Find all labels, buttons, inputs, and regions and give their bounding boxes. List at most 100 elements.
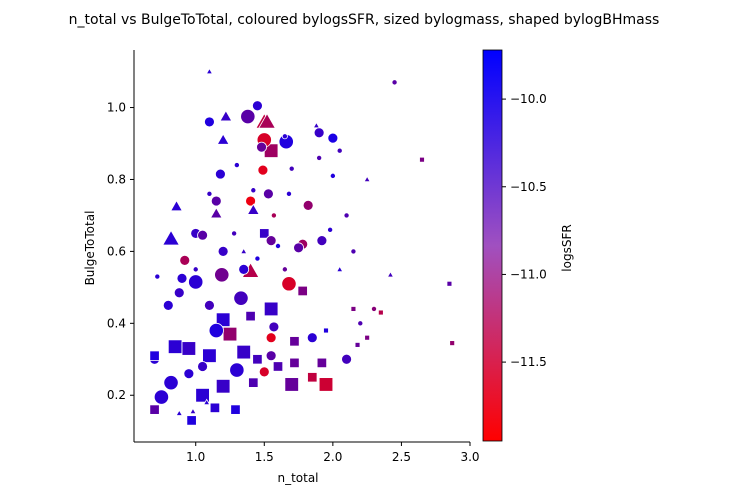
data-point-circle — [183, 368, 195, 380]
data-point-circle — [357, 320, 364, 327]
x-ticks: 1.0 1.5 2.0 2.5 3.0 — [186, 442, 480, 464]
data-point-square — [350, 306, 357, 312]
colorbar-ticks: −10.0 −10.5 −11.0 −11.5 — [502, 92, 547, 369]
data-point-circle — [229, 362, 245, 378]
data-point-circle — [274, 242, 281, 249]
data-point-circle — [254, 255, 261, 262]
data-point-triangle — [209, 207, 223, 219]
data-point-circle — [281, 266, 288, 273]
data-point-square — [167, 339, 183, 354]
data-point-circle — [173, 287, 185, 299]
data-point-circle — [268, 321, 280, 333]
y-tick-label: 1.0 — [107, 101, 126, 115]
data-point-square — [202, 348, 217, 363]
y-axis-label: BulgeToTotal — [83, 211, 97, 286]
y-tick-label: 0.4 — [107, 316, 126, 330]
data-point-circle — [192, 266, 199, 273]
data-point-square — [449, 340, 456, 346]
x-tick-label: 1.0 — [186, 450, 205, 464]
data-point-square — [446, 280, 453, 287]
data-point-circle — [285, 190, 292, 197]
data-point-circle — [204, 299, 215, 311]
data-point-circle — [208, 322, 224, 339]
data-point-triangle — [162, 229, 180, 246]
data-point-circle — [293, 242, 304, 254]
data-point-circle — [176, 272, 188, 284]
colorbar-tick-label: −11.0 — [510, 267, 547, 281]
data-point-circle — [265, 235, 277, 247]
data-point-circle — [162, 299, 174, 311]
y-tick-label: 0.8 — [107, 172, 126, 186]
x-tick-label: 2.5 — [392, 450, 411, 464]
y-tick-label: 0.6 — [107, 244, 126, 258]
data-point-triangle — [363, 175, 371, 183]
data-point-square — [186, 415, 197, 426]
data-point-circle — [341, 353, 352, 365]
data-point-square — [215, 312, 231, 327]
data-point-circle — [217, 245, 229, 257]
data-point-circle — [179, 254, 191, 266]
data-point-circle — [231, 230, 238, 237]
colorbar-tick-label: −10.0 — [510, 92, 547, 106]
data-point-triangle — [246, 203, 260, 215]
data-point-circle — [250, 187, 257, 194]
data-point-square — [289, 336, 300, 347]
data-point-circle — [270, 212, 277, 219]
data-point-circle — [206, 190, 213, 197]
data-point-circle — [204, 116, 215, 128]
data-point-circle — [391, 79, 398, 86]
data-point-triangle — [336, 265, 344, 273]
data-point-circle — [197, 361, 208, 372]
data-point-circle — [214, 267, 230, 283]
data-point-square — [195, 388, 210, 403]
data-point-square — [245, 310, 256, 322]
x-tick-label: 3.0 — [460, 450, 479, 464]
y-tick-label: 0.2 — [107, 388, 126, 402]
data-point-circle — [336, 147, 343, 154]
data-point-triangle — [258, 112, 276, 129]
data-point-circle — [258, 366, 270, 378]
data-point-triangle — [170, 199, 183, 212]
data-point-circle — [281, 276, 297, 292]
data-point-circle — [302, 199, 314, 211]
data-point-circle — [265, 332, 277, 344]
data-point-square — [289, 357, 300, 369]
data-point-square — [316, 357, 328, 369]
x-axis-label: n_total — [277, 471, 318, 485]
data-point-square — [307, 372, 318, 383]
data-point-square — [323, 327, 329, 334]
data-point-circle — [188, 274, 204, 290]
data-point-circle — [281, 133, 288, 140]
data-point-circle — [316, 235, 328, 247]
x-tick-label: 2.0 — [323, 450, 342, 464]
data-point-triangle — [240, 247, 248, 255]
data-point-square — [222, 326, 238, 342]
data-point-triangle — [189, 407, 197, 415]
data-point-square — [252, 354, 263, 365]
data-point-triangle — [216, 133, 230, 145]
data-point-circle — [238, 263, 250, 275]
data-point-circle — [327, 226, 334, 233]
data-point-square — [377, 309, 384, 316]
data-point-circle — [313, 127, 325, 139]
colorbar-tick-label: −10.5 — [510, 180, 547, 194]
data-point-circle — [210, 195, 222, 207]
data-point-square — [248, 377, 259, 388]
data-point-circle — [265, 350, 277, 362]
data-point-square — [284, 377, 299, 392]
data-point-triangle — [386, 270, 395, 278]
data-point-square — [364, 334, 371, 341]
data-point-triangle — [175, 409, 183, 416]
data-point-square — [259, 228, 270, 239]
data-point-circle — [240, 108, 256, 125]
data-point-square — [236, 344, 251, 360]
data-point-circle — [316, 154, 323, 161]
data-point-square — [354, 342, 361, 348]
data-point-circle — [257, 164, 269, 176]
data-point-circle — [343, 212, 350, 219]
colorbar-tick-label: −11.5 — [510, 355, 547, 369]
data-point-circle — [327, 132, 339, 144]
data-points — [149, 67, 456, 426]
y-ticks: 0.2 0.4 0.6 0.8 1.0 — [107, 101, 134, 402]
data-point-circle — [214, 168, 226, 180]
